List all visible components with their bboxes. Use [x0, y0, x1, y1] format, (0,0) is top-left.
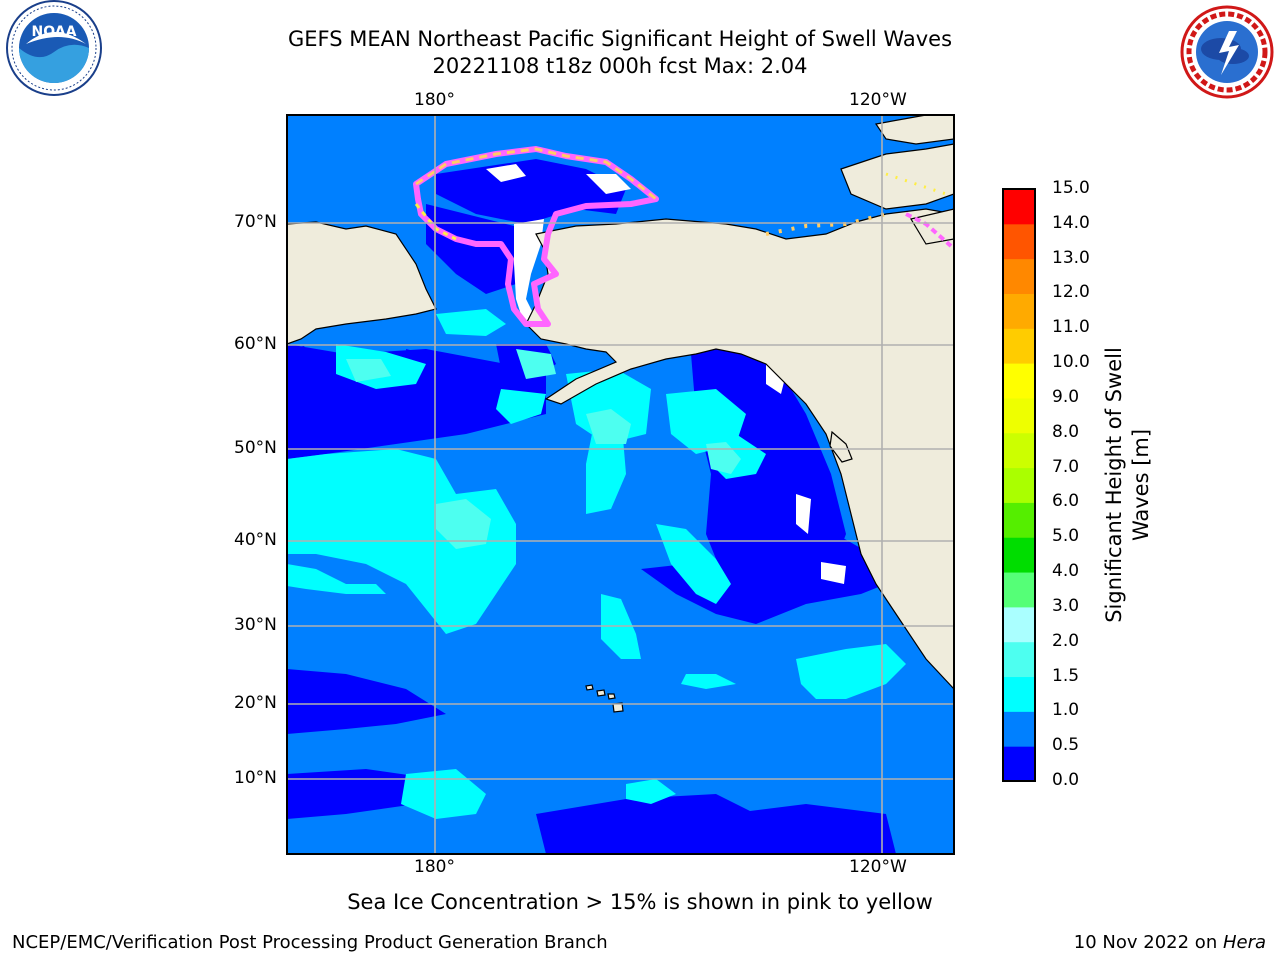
- sea-ice-edge: [413, 146, 953, 327]
- colorbar-tick-label: 13.0: [1052, 247, 1090, 268]
- colorbar-tick-label: 1.0: [1052, 700, 1080, 721]
- lat-label-50n: 50°N: [234, 438, 277, 458]
- colorbar-bin-0.5-1.0: [1003, 711, 1035, 747]
- lon-label-bottom-180: 180°: [414, 857, 455, 877]
- lat-label-10n: 10°N: [234, 768, 277, 788]
- lat-label-60n: 60°N: [234, 334, 277, 354]
- chart-subtitle: 20221108 t18z 000h fcst Max: 2.04: [432, 54, 808, 78]
- colorbar-bin-6.0-7.0: [1003, 467, 1035, 503]
- colorbar-bin-3.0-4.0: [1003, 572, 1035, 608]
- colorbar-bin-1.5-2.0: [1003, 641, 1035, 678]
- colorbar-tick-label: 0.5: [1052, 735, 1080, 756]
- colorbar-bin-9.0-10.0: [1003, 363, 1035, 399]
- colorbar-bin-0.0-0.5: [1003, 746, 1035, 782]
- colorbar-tick-label: 11.0: [1052, 317, 1090, 338]
- colorbar-bin-1.0-1.5: [1003, 676, 1035, 712]
- footer-date-text: 10 Nov 2022 on: [1073, 932, 1223, 953]
- colorbar-tick-label: 10.0: [1052, 352, 1090, 373]
- colorbar-bin-10.0-11.0: [1003, 328, 1035, 364]
- graticule: [287, 115, 954, 854]
- map-frame: [286, 114, 955, 855]
- colorbar-tick-label: 14.0: [1052, 212, 1090, 233]
- colorbar-bin-2.0-3.0: [1003, 606, 1035, 643]
- colorbar-tick-label: 6.0: [1052, 491, 1080, 512]
- lat-label-40n: 40°N: [234, 530, 277, 550]
- lon-label-top-180: 180°: [414, 90, 455, 110]
- footer-date: 10 Nov 2022 on Hera: [1074, 932, 1266, 953]
- colorbar-tick-label: 1.5: [1052, 665, 1080, 686]
- colorbar-bin-5.0-6.0: [1003, 502, 1035, 538]
- nws-logo: [1175, 5, 1280, 100]
- colorbar-title-line2: Waves [m]: [1129, 428, 1153, 542]
- colorbar-bin-11.0-12.0: [1003, 293, 1035, 329]
- colorbar-tick-label: 0.0: [1052, 770, 1080, 790]
- colorbar-bin-8.0-9.0: [1003, 397, 1035, 434]
- noaa-logo: NOAA: [0, 0, 108, 100]
- colorbar-tick-label: 12.0: [1052, 282, 1090, 303]
- colorbar-bin-14.0-15.0: [1003, 189, 1035, 225]
- colorbar-tick-label: 3.0: [1052, 595, 1080, 616]
- colorbar-tick-label: 7.0: [1052, 456, 1080, 477]
- footer-machine: Hera: [1222, 932, 1266, 953]
- colorbar-tick-label: 9.0: [1052, 386, 1080, 407]
- map-plot: [286, 114, 955, 855]
- colorbar-frame: [1002, 188, 1036, 782]
- colorbar-tick-label: 15.0: [1052, 178, 1090, 198]
- lat-label-70n: 70°N: [234, 212, 277, 232]
- colorbar-tick-label: 5.0: [1052, 526, 1080, 547]
- lon-label-bottom-120w: 120°W: [849, 857, 907, 877]
- colorbar-bin-13.0-14.0: [1003, 223, 1035, 260]
- colorbar-bin-4.0-5.0: [1003, 537, 1035, 573]
- swell-1.5-2.0-regions: [346, 349, 741, 549]
- lon-label-top-120w: 120°W: [849, 90, 907, 110]
- sea-ice-note: Sea Ice Concentration > 15% is shown in …: [347, 890, 933, 914]
- colorbar-bin-12.0-13.0: [1003, 258, 1035, 294]
- colorbar-tick-label: 8.0: [1052, 421, 1080, 442]
- no-data-regions: [486, 164, 846, 584]
- colorbar-tick-label: 4.0: [1052, 561, 1080, 582]
- landmasses: [286, 114, 955, 713]
- svg-text:NOAA: NOAA: [32, 24, 77, 40]
- colorbar-title-line1: Significant Height of Swell: [1102, 347, 1126, 623]
- colorbar-bin-7.0-8.0: [1003, 432, 1035, 469]
- footer-credit: NCEP/EMC/Verification Post Processing Pr…: [12, 932, 608, 953]
- colorbar: [1002, 188, 1036, 782]
- lat-label-20n: 20°N: [234, 693, 277, 713]
- lat-label-30n: 30°N: [234, 615, 277, 635]
- chart-title: GEFS MEAN Northeast Pacific Significant …: [287, 27, 953, 51]
- colorbar-tick-label: 2.0: [1052, 630, 1080, 651]
